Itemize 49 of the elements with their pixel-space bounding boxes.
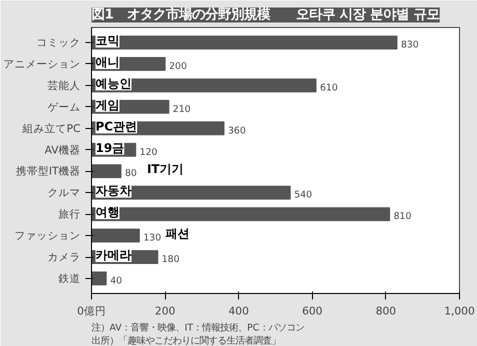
data-label: 40 [110,275,122,286]
data-label: 210 [172,104,191,115]
annotation: IT기기 [146,162,184,176]
x-tick-label: 200 [154,304,176,318]
text: 出所）「趣味やこだわりに関する生活者調査」 [92,336,280,346]
annotation: 패션 [165,226,190,241]
y-tick-label: ゲーム [48,100,80,114]
x-tick-label: 0億円 [77,304,106,318]
annotation: 게임 [96,98,120,112]
annotation: 코믹 [96,34,120,48]
data-label: 120 [140,146,158,158]
data-label: 830 [400,40,419,51]
y-tick-label: ファッション [14,229,80,242]
x-tick-label: 400 [228,304,250,318]
y-tick-label: 芸能人 [48,78,80,92]
text: 注）AV：音響・映像、IT：情報技術、PC：パソコン [92,322,304,334]
data-label: 610 [320,82,338,94]
y-tick-label: カメラ [48,250,80,264]
data-label: 80 [124,168,137,180]
data-label: 810 [394,211,412,222]
chart-title: 図1 オタク市場の分野別規模 오타쿠 시장 분야별 규모 [92,8,440,22]
annotation: 애니 [96,54,120,69]
y-tick-label: 組み立てPC [22,122,81,135]
y-tick-label: 携帯型IT機器 [16,164,81,178]
annotation: 예능인 [96,76,132,90]
y-tick-label: AV機器 [44,143,81,156]
annotation: PC관련 [96,119,138,134]
bar [92,164,122,178]
bar [92,272,107,286]
annotation: 여행 [96,205,120,220]
data-label: 200 [169,60,187,72]
data-label: 130 [143,232,162,244]
data-label: 360 [228,125,246,136]
annotation: 자동차 [96,184,132,198]
x-tick-label: 600 [302,304,323,318]
annotation: 19금 [96,140,124,155]
x-tick-label: 800 [376,304,396,318]
y-tick-label: アニメーション [4,57,80,70]
bar [92,228,140,243]
data-label: 540 [294,190,312,201]
bar [92,207,390,222]
x-tick-label: 1,000 [444,304,475,318]
y-tick-label: クルマ [48,186,80,200]
annotation: 카메라 [96,248,132,262]
bar [92,36,398,50]
y-tick-label: コミック [36,36,80,50]
y-tick-label: 鉄道 [58,272,80,285]
y-tick-label: 旅行 [58,208,80,221]
data-label: 180 [162,254,180,266]
